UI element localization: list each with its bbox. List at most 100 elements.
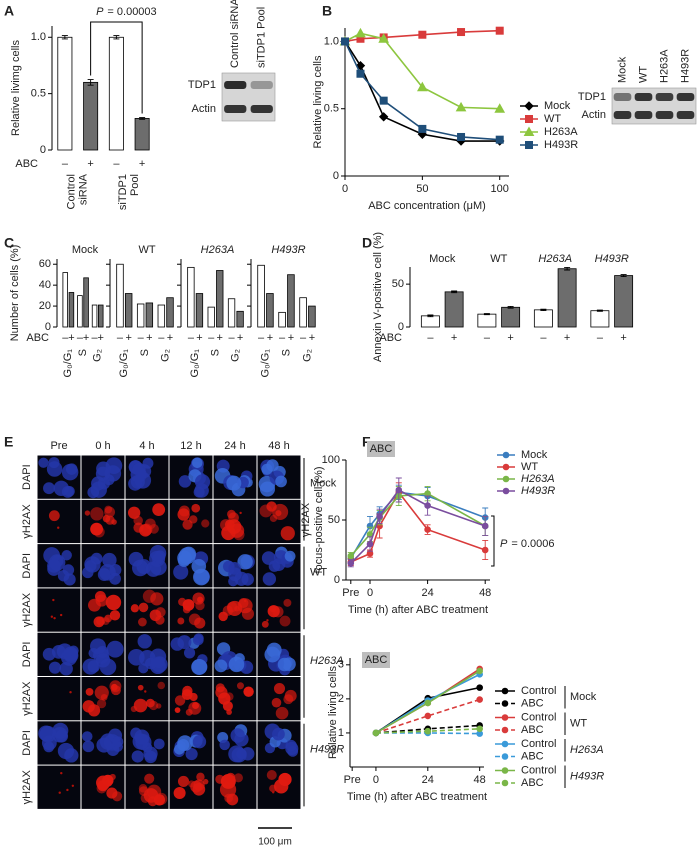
error-bar	[61, 35, 68, 40]
data-point	[476, 725, 483, 733]
nucleus	[273, 550, 288, 565]
data-point	[424, 727, 432, 735]
nucleus	[237, 554, 253, 570]
y-tick-label: 20	[39, 300, 51, 312]
error-bar	[87, 79, 94, 86]
sign-label: –	[188, 332, 195, 344]
category-label: G₀/G₁	[189, 349, 201, 378]
sign-label: +	[125, 332, 131, 344]
blot-band	[613, 111, 632, 119]
y-tick-label: 0	[45, 321, 51, 333]
blot-lane-label: siTDP1 Pool	[256, 7, 268, 68]
focus	[137, 684, 144, 691]
bar	[136, 303, 145, 328]
focus	[188, 701, 202, 715]
bar	[157, 304, 166, 328]
column-label: 24 h	[224, 440, 245, 452]
micrograph	[37, 588, 81, 632]
annotation-p: P	[96, 6, 104, 18]
nucleus	[262, 572, 277, 586]
bar	[614, 275, 634, 328]
focus	[94, 591, 106, 602]
bar	[98, 304, 104, 328]
nucleus	[277, 657, 292, 672]
focus	[90, 522, 103, 536]
sign-label: –	[427, 332, 434, 344]
focus	[241, 607, 255, 620]
focus	[59, 613, 63, 617]
micrograph	[37, 499, 81, 544]
sign-label: +	[309, 332, 315, 344]
legend-label: Control	[521, 685, 556, 697]
y-tick-label: 1.0	[324, 35, 339, 47]
nucleus	[183, 647, 196, 659]
series-line	[344, 41, 500, 141]
focus	[225, 772, 236, 783]
data-point	[457, 132, 466, 141]
error-bar	[113, 35, 120, 40]
series-line	[344, 41, 500, 142]
y-axis-label: focus-positive cell (%)	[313, 467, 325, 574]
focus	[269, 605, 277, 613]
nucleus	[82, 740, 95, 753]
bar	[533, 309, 553, 328]
nucleus	[97, 568, 111, 582]
y-tick-label: 50	[328, 514, 340, 526]
y-axis-label: Relative living cells	[327, 666, 339, 759]
focus	[215, 686, 228, 699]
nucleus	[61, 485, 74, 498]
blot-lane-label: WT	[637, 66, 649, 83]
category-label: WT	[490, 253, 507, 265]
focus	[178, 597, 187, 606]
focus	[152, 503, 166, 517]
category-label: S	[77, 349, 89, 356]
data-point	[372, 729, 380, 737]
blot-background	[221, 72, 276, 122]
focus	[283, 694, 294, 705]
bar	[308, 305, 316, 328]
group-label: H263A	[310, 655, 344, 667]
legend-label: Control	[521, 738, 556, 750]
group-label: Mock	[310, 478, 337, 490]
legend-group-label: H263A	[570, 744, 604, 756]
group-label: Control	[66, 174, 78, 209]
sign-label: +	[620, 332, 626, 344]
y-tick-label: 1	[338, 727, 344, 739]
nucleus	[109, 572, 121, 585]
focus	[133, 698, 148, 713]
focus	[215, 774, 225, 784]
group-label: Pool	[129, 174, 141, 196]
blot-band	[250, 105, 273, 113]
x-tick-label: 24	[421, 587, 433, 599]
y-tick-label: 100	[322, 454, 340, 466]
blot-band-label: Actin	[192, 103, 216, 115]
blot-lane-label: Mock	[616, 56, 628, 83]
blot-band-label: TDP1	[188, 79, 216, 91]
bar	[207, 306, 215, 328]
focus	[222, 605, 234, 616]
x-tick-label: 48	[479, 587, 491, 599]
channel-label: DAPI	[21, 642, 33, 668]
bar	[299, 297, 307, 328]
series-line	[344, 32, 500, 110]
bar	[257, 264, 265, 328]
category-label: G₂	[92, 349, 104, 362]
category-label: Mock	[429, 253, 456, 265]
x-tick-label: 24	[422, 774, 434, 786]
error-bar	[427, 314, 434, 318]
category-label: G₀/G₁	[62, 349, 74, 378]
nucleus	[61, 463, 79, 481]
legend-marker	[501, 687, 509, 695]
channel-label: DAPI	[21, 553, 33, 579]
legend-label: WT	[544, 113, 561, 125]
group-label: H493R	[310, 744, 344, 756]
focus	[60, 771, 63, 775]
nucleus	[43, 482, 55, 495]
legend-label: ABC	[521, 777, 544, 789]
legend-group-label: H493R	[570, 771, 604, 783]
y-tick-label: 0.5	[31, 88, 46, 100]
focus	[189, 692, 198, 702]
bar	[108, 36, 124, 151]
focus	[280, 526, 295, 541]
focus	[104, 505, 113, 514]
